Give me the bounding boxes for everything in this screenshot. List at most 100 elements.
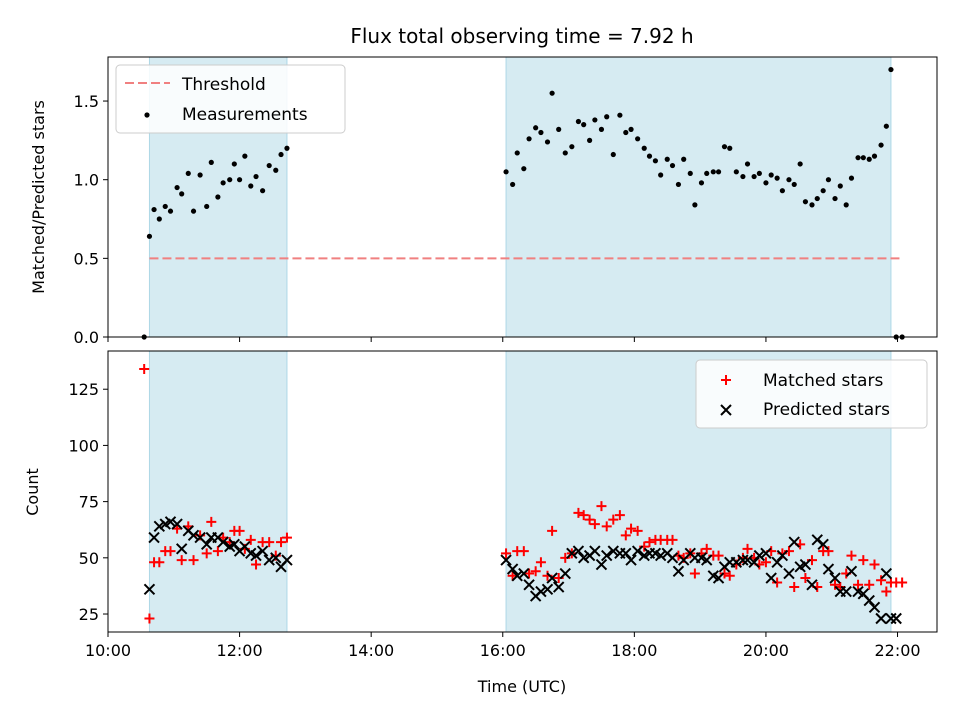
matched-star-point <box>864 579 875 590</box>
predicted-star-point <box>535 585 547 598</box>
measurement-point <box>635 136 641 142</box>
y-tick-label: 0.5 <box>74 249 99 268</box>
measurement-point <box>855 155 861 161</box>
predicted-star-point <box>263 554 275 566</box>
matched-star-point <box>245 534 256 545</box>
predicted-star-point <box>654 549 667 562</box>
predicted-star-point <box>250 549 262 562</box>
predicted-star-point <box>765 572 777 584</box>
measurement-point <box>698 180 705 186</box>
predicted-star-point <box>256 545 269 557</box>
legend-frame <box>695 359 928 429</box>
measurement-point <box>587 137 593 143</box>
matched-star-point <box>608 514 619 525</box>
measurement-point <box>215 194 221 200</box>
measurement-point <box>740 173 746 180</box>
predicted-star-point <box>783 567 795 580</box>
matched-star-point <box>689 568 700 579</box>
measurement-point <box>231 161 237 167</box>
predicted-star-point <box>760 547 772 560</box>
predicted-star-point <box>164 516 177 528</box>
matched-star-point <box>644 537 655 548</box>
y-tick-label: 0.0 <box>74 328 99 347</box>
measurement-point <box>156 216 162 222</box>
measurement-point <box>692 202 698 208</box>
measurement-point <box>658 172 664 178</box>
matched-star-point <box>846 550 857 561</box>
measurement-point <box>779 188 785 194</box>
predicted-star-point <box>672 565 685 578</box>
measurement-point <box>744 161 751 167</box>
predicted-star-point <box>270 552 282 564</box>
measurement-point <box>878 142 884 148</box>
measurement-point <box>733 169 739 175</box>
predicted-star-point <box>625 554 637 566</box>
measurement-point <box>652 158 659 164</box>
matched-star-point <box>139 363 150 374</box>
measurement-point <box>809 202 815 208</box>
measurement-point <box>190 208 197 214</box>
matched-star-point <box>789 582 800 593</box>
measurement-point <box>253 173 259 180</box>
predicted-star-point <box>171 518 183 530</box>
matched-star-point <box>176 555 187 566</box>
y-tick-label: 100 <box>68 436 99 455</box>
measurement-point <box>575 118 582 125</box>
bottom-legend: Matched stars Predicted stars <box>695 359 928 429</box>
predicted-star-point <box>559 567 571 580</box>
measurement-point <box>151 206 157 213</box>
measurement-point <box>860 155 866 161</box>
legend-measurements-swatch <box>144 112 150 118</box>
top-x-axis <box>107 337 899 342</box>
measurement-point <box>598 126 605 132</box>
measurement-point <box>774 175 780 181</box>
measurement-point <box>704 170 710 177</box>
measurement-point <box>848 175 855 181</box>
measurement-point <box>715 169 722 175</box>
measurement-point <box>641 145 647 151</box>
matched-star-point <box>547 525 558 536</box>
matched-star-point <box>724 570 735 581</box>
predicted-star-point <box>875 612 887 625</box>
matched-star-point <box>620 530 631 541</box>
measurement-point <box>273 167 279 173</box>
predicted-star-point <box>552 581 565 593</box>
measurement-point <box>843 202 849 208</box>
predicted-star-point <box>799 558 812 571</box>
matched-star-point <box>530 566 541 577</box>
matched-star-point <box>830 579 841 590</box>
measurement-point <box>526 136 532 142</box>
measurement-point <box>825 177 832 183</box>
matched-star-point <box>823 546 834 557</box>
measurement-point <box>681 156 687 162</box>
matched-star-point <box>742 543 753 554</box>
predicted-star-point <box>500 554 512 566</box>
legend-predicted-label: Predicted stars <box>763 400 890 420</box>
measurement-point <box>751 173 757 180</box>
predicted-star-point <box>506 563 519 575</box>
matched-star-point <box>212 546 223 557</box>
predicted-star-point <box>595 558 608 571</box>
measurement-point <box>768 172 774 178</box>
predicted-star-point <box>200 538 213 551</box>
measurement-point <box>549 90 555 96</box>
matched-star-point <box>596 501 607 512</box>
observing-window-1 <box>505 56 892 338</box>
predicted-star-point <box>546 572 558 584</box>
legend-matched-label: Matched stars <box>763 371 883 391</box>
matched-star-point <box>234 525 245 536</box>
predicted-star-point <box>863 594 875 607</box>
bottom-y-axis-label: Count <box>23 468 42 516</box>
matched-star-point <box>881 586 892 597</box>
predicted-star-point <box>566 547 578 560</box>
predicted-stars-series <box>143 516 902 625</box>
predicted-star-point <box>281 554 293 566</box>
predicted-star-point <box>541 583 554 595</box>
predicted-star-point <box>187 529 200 542</box>
matched-star-point <box>713 550 724 561</box>
predicted-star-point <box>741 554 754 566</box>
matched-star-point <box>614 510 625 521</box>
y-tick-label: 25 <box>79 605 99 624</box>
predicted-star-point <box>148 531 160 544</box>
matched-star-point <box>524 568 535 579</box>
